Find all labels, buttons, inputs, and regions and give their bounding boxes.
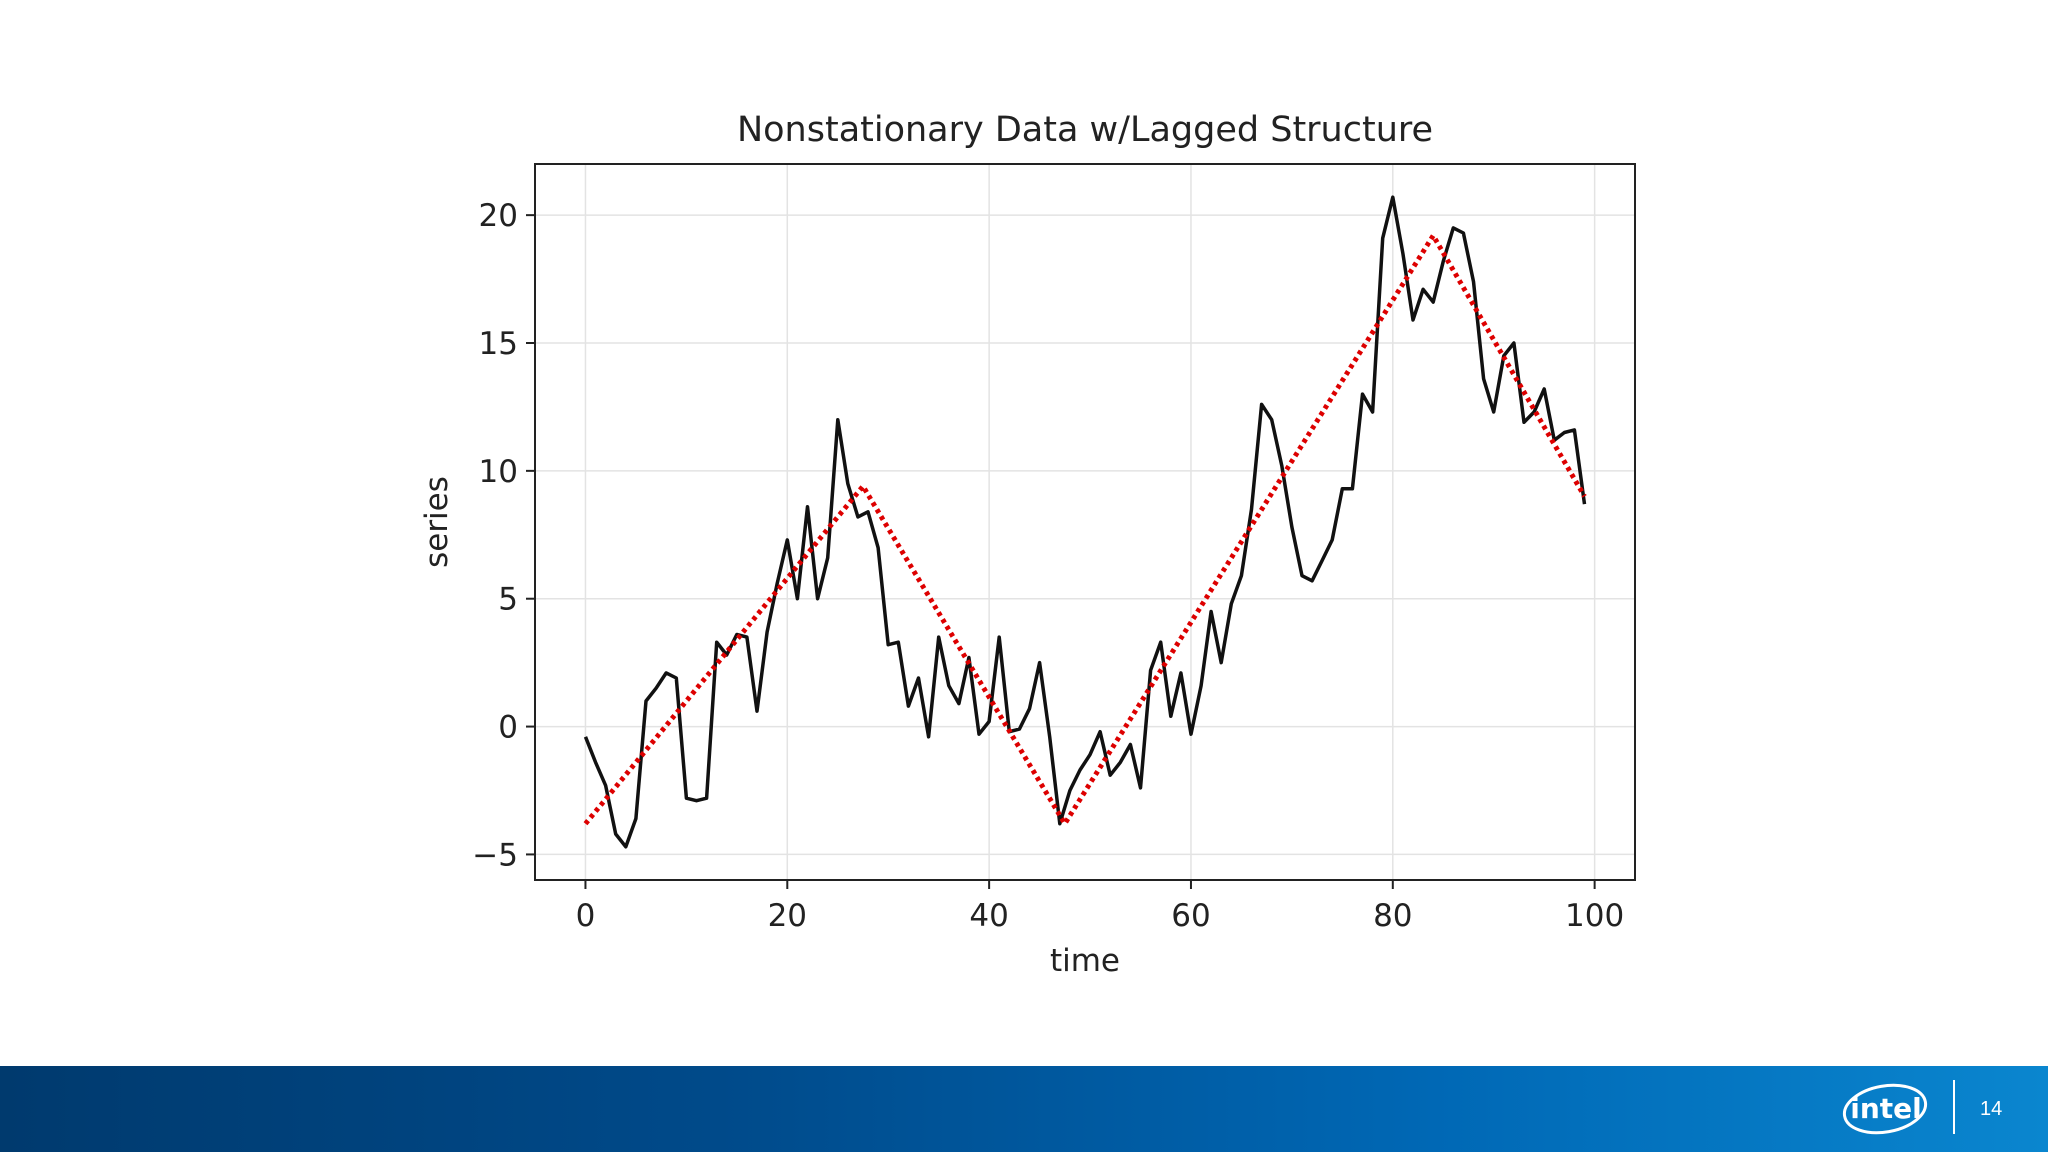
chart-title: Nonstationary Data w/Lagged Structure — [737, 110, 1433, 150]
y-tick-label: 15 — [479, 326, 518, 362]
axis-ticks: 0 20 40 60 80 100 −5 0 5 10 15 20 — [472, 198, 1624, 934]
plot-frame — [534, 163, 1636, 881]
x-tick-label: 80 — [1373, 898, 1412, 934]
x-tick-label: 0 — [576, 898, 596, 934]
grid-lines — [535, 164, 1635, 880]
intel-logo: intel — [1842, 1083, 1928, 1135]
svg-text:intel: intel — [1850, 1092, 1922, 1125]
footer-bar — [0, 1066, 2048, 1152]
trend-line-series — [583, 233, 1587, 827]
footer-divider — [1953, 1080, 1955, 1134]
y-tick-label: −5 — [472, 837, 518, 873]
x-axis-label: time — [1050, 943, 1120, 979]
y-tick-label: 0 — [498, 710, 518, 746]
page-number: 14 — [1980, 1098, 2003, 1120]
line-chart: 0 20 40 60 80 100 −5 0 5 10 15 20 Nonstationary Dat… — [419, 110, 1636, 979]
x-tick-label: 100 — [1565, 898, 1624, 934]
x-tick-label: 60 — [1171, 898, 1210, 934]
data-series-line — [583, 195, 1587, 849]
x-tick-label: 20 — [768, 898, 807, 934]
y-tick-label: 10 — [479, 454, 518, 490]
y-tick-label: 20 — [479, 198, 518, 234]
y-axis-label: series — [419, 476, 455, 568]
series-lines — [583, 195, 1587, 849]
y-tick-label: 5 — [498, 582, 518, 618]
x-tick-label: 40 — [969, 898, 1008, 934]
